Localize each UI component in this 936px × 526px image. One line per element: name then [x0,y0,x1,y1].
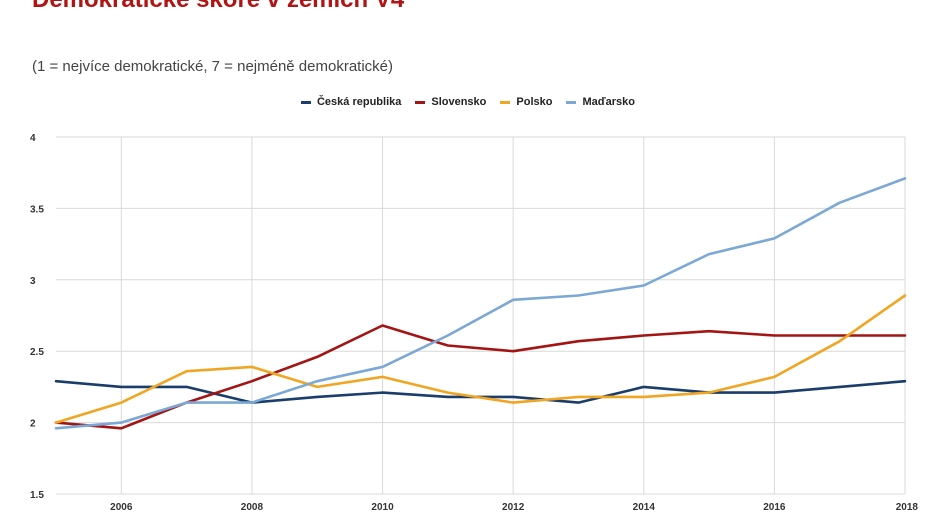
x-tick-label: 2008 [241,502,264,513]
y-tick-label: 2.5 [30,347,44,358]
y-tick-label: 1.5 [30,490,44,501]
chart-title: Demokratické skóre v zemích V4 [32,0,404,14]
y-tick-label: 4 [30,133,36,144]
series-line-sk[interactable] [54,324,907,430]
y-tick-label: 3.5 [30,204,44,215]
legend-label-hu: Maďarsko [582,96,636,108]
legend-item-cz[interactable]: Česká republika [300,96,402,108]
legend-item-pl[interactable]: Polsko [500,96,552,108]
legend-label-cz: Česká republika [316,96,402,108]
series-line-hu[interactable] [54,177,907,430]
chart-subtitle: (1 = nejvíce demokratické, 7 = nejméně d… [32,58,394,75]
series-line-cz[interactable] [54,379,907,404]
legend-swatch-pl [500,100,511,104]
x-tick-label: 2016 [763,502,786,513]
legend-label-pl: Polsko [516,96,553,108]
x-tick-label: 2006 [110,502,133,513]
x-tick-label: 2012 [502,502,525,513]
legend-swatch-cz [300,100,311,104]
x-tick-label: 2018 [896,502,919,513]
legend-label-sk: Slovensko [431,96,487,108]
chart-grid [56,136,906,495]
chart-legend: Česká republika Slovensko Polsko Maďarsk… [0,96,936,108]
chart-lines [54,177,907,430]
legend-item-sk[interactable]: Slovensko [415,96,486,108]
y-tick-label: 3 [30,276,36,287]
legend-swatch-hu [566,100,577,104]
y-tick-label: 2 [30,419,36,430]
legend-item-hu[interactable]: Maďarsko [566,96,635,108]
series-line-pl[interactable] [54,294,907,424]
legend-swatch-sk [415,100,426,104]
x-tick-label: 2014 [633,502,656,513]
chart-ticks: 1.5 2 2.5 3 3.5 4 2006 2008 2010 2012 2014 2016 2018 [30,133,918,513]
x-tick-label: 2010 [371,502,394,513]
